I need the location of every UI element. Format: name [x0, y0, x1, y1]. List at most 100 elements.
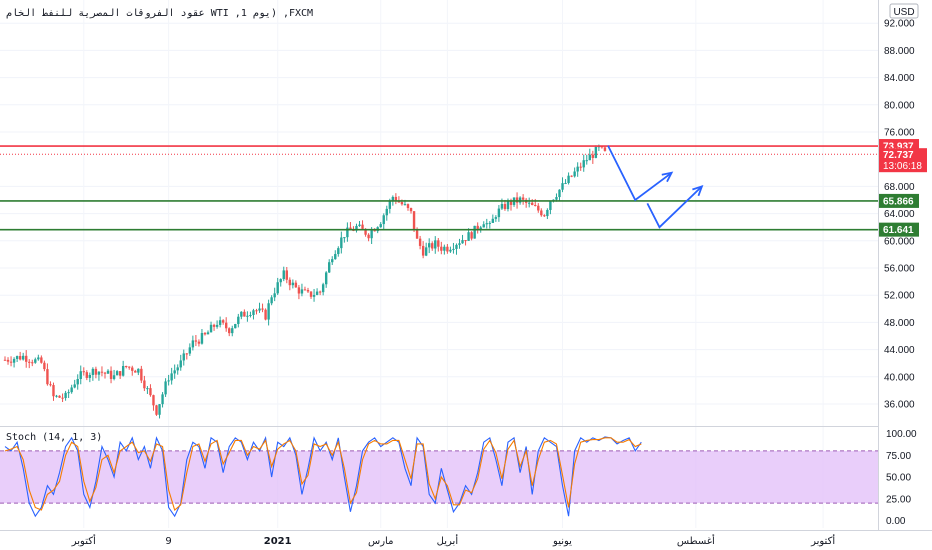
candle-body — [415, 229, 419, 239]
candle-body — [403, 204, 407, 206]
candle-body — [324, 272, 328, 285]
candle-body — [340, 237, 343, 249]
candle-body — [331, 259, 334, 263]
candle-body — [64, 392, 67, 399]
candle-body — [228, 328, 231, 334]
projection-path[interactable] — [646, 185, 703, 229]
candle-body — [503, 204, 507, 210]
candle-body — [134, 370, 137, 373]
candle-body — [100, 371, 104, 373]
price-tick-label: 64.000 — [884, 209, 915, 220]
candle-body — [315, 291, 319, 295]
candle-body — [576, 166, 579, 172]
candle-body — [43, 362, 46, 370]
candle-body — [79, 371, 82, 379]
candle-body — [515, 197, 519, 203]
candle-body — [291, 282, 295, 286]
candle-body — [531, 202, 534, 206]
candle-body — [285, 270, 288, 280]
candle-body — [467, 232, 470, 241]
candle-body — [588, 154, 591, 161]
candle-body — [321, 284, 325, 293]
candle-body — [12, 358, 16, 363]
stochastic-tick-label: 0.00 — [886, 516, 906, 527]
candle-body — [279, 279, 282, 283]
candle-body — [397, 201, 401, 203]
projection-arrows[interactable] — [607, 145, 704, 229]
candle-body — [494, 217, 498, 219]
candle-body — [143, 380, 146, 389]
candle-body — [306, 290, 310, 292]
candle-body — [385, 208, 388, 216]
candle-body — [3, 359, 7, 361]
time-tick-label: أبريل — [437, 534, 459, 547]
candle-body — [31, 362, 34, 364]
time-tick-label: مارس — [368, 536, 393, 547]
candle-body — [140, 368, 143, 381]
time-axis[interactable]: أكتوبر 9 2021 مارس أبريل يونيو أغسطس أكتوبر — [0, 530, 932, 548]
candle-body — [264, 309, 267, 320]
candle-body — [194, 340, 198, 342]
candle-body — [409, 208, 413, 212]
candle-body — [267, 303, 270, 320]
candle-body — [373, 230, 376, 232]
candle-body — [231, 328, 234, 334]
candle-body — [449, 249, 452, 252]
price-tick-label: 56.000 — [884, 264, 915, 275]
price-tick-label: 84.000 — [884, 73, 915, 84]
price-panel[interactable]: عقود الفروقات المصرية للنفط الخام WTI ,ي… — [0, 0, 878, 528]
candle-body — [328, 262, 331, 273]
candle-body — [318, 291, 322, 293]
candle-body — [337, 248, 340, 255]
candle-body — [424, 247, 428, 256]
candle-body — [34, 359, 37, 363]
time-tick-labels: أكتوبر 9 2021 مارس أبريل يونيو أغسطس أكتوبر — [71, 534, 836, 547]
candle-body — [209, 324, 213, 333]
currency-badge[interactable] — [889, 3, 919, 19]
candle-body — [364, 228, 367, 235]
candle-body — [361, 224, 364, 229]
price-tick-label: 60.000 — [884, 236, 915, 247]
candle-body — [288, 279, 292, 286]
candle-body — [561, 183, 564, 190]
price-tick-labels: 92.000 88.000 84.000 80.000 76.000 68.000 64.0… — [884, 19, 915, 411]
candle-body — [400, 202, 404, 205]
price-axis[interactable]: USD 92.000 88.000 84.000 80.000 76.000 68.000… — [878, 0, 928, 530]
candle-body — [237, 316, 240, 325]
candle-body — [173, 370, 176, 374]
candle-body — [567, 175, 570, 183]
candle-body — [464, 240, 467, 242]
candle-body — [461, 240, 464, 244]
candle-body — [55, 395, 58, 397]
time-tick-label: 9 — [165, 536, 171, 547]
candle-body — [18, 356, 22, 360]
level-tag-label: 65.866 — [883, 196, 914, 207]
price-tick-label: 40.000 — [884, 372, 915, 383]
projection-path[interactable] — [607, 145, 673, 202]
candle-body — [300, 289, 304, 294]
price-tick-label: 76.000 — [884, 128, 915, 139]
candle-body — [49, 384, 52, 386]
candle-body — [273, 293, 276, 298]
candle-body — [73, 384, 76, 388]
price-tick-label: 80.000 — [884, 100, 915, 111]
candle-body — [540, 210, 543, 216]
candle-body — [188, 347, 192, 354]
candle-body — [182, 353, 185, 361]
candle-body — [446, 246, 449, 252]
stochastic-tick-label: 75.00 — [886, 451, 911, 462]
stochastic-panel[interactable]: Stoch (14, 1, 3) — [0, 432, 878, 518]
candle-body — [412, 211, 416, 230]
stochastic-tick-labels: 100.00 75.00 50.00 25.00 0.00 — [886, 429, 917, 527]
candle-body — [600, 146, 604, 148]
candle-body — [518, 197, 522, 203]
candle-body — [440, 246, 443, 251]
stochastic-series — [4, 435, 642, 518]
candle-body — [215, 324, 219, 327]
price-levels[interactable] — [0, 145, 878, 231]
candle-body — [497, 208, 501, 218]
candle-body — [276, 282, 279, 294]
last-price-tag — [879, 148, 927, 173]
candle-body — [500, 204, 504, 209]
